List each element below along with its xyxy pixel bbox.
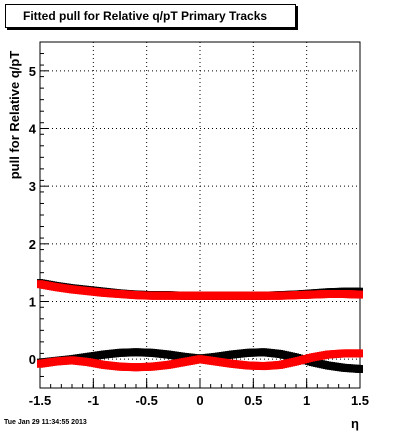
x-tick-label: 0	[196, 393, 203, 408]
data-point	[357, 290, 363, 299]
data-series	[37, 349, 363, 372]
timestamp: Tue Jan 29 11:34:55 2013	[4, 419, 87, 426]
y-axis-title: pull for Relative q/pT	[7, 51, 22, 180]
x-axis-title: η	[351, 416, 359, 431]
x-tick-label: 0.5	[244, 393, 262, 408]
x-tick-label: -1	[88, 393, 100, 408]
ticks	[39, 41, 361, 389]
x-tick-label: 1.5	[351, 393, 369, 408]
y-tick-label: 3	[29, 179, 36, 194]
y-tick-label: 0	[29, 352, 36, 367]
data-point	[357, 364, 363, 373]
x-tick-label: -1.5	[29, 393, 51, 408]
chart-title: Fitted pull for Relative q/pT Primary Tr…	[5, 4, 296, 28]
y-tick-label: 1	[29, 295, 36, 310]
grid	[40, 42, 360, 388]
series	[37, 279, 363, 373]
x-tick-label: -0.5	[135, 393, 157, 408]
data-point	[357, 349, 363, 358]
data-series	[37, 280, 363, 300]
y-tick-label: 2	[29, 237, 36, 252]
y-tick-label: 5	[29, 64, 36, 79]
y-tick-label: 4	[29, 122, 37, 137]
tick-labels: -1.5 -1 -0.5 0 0.5 1 1.5 0 1 2 3 4 5	[29, 64, 369, 408]
x-tick-label: 1	[303, 393, 310, 408]
